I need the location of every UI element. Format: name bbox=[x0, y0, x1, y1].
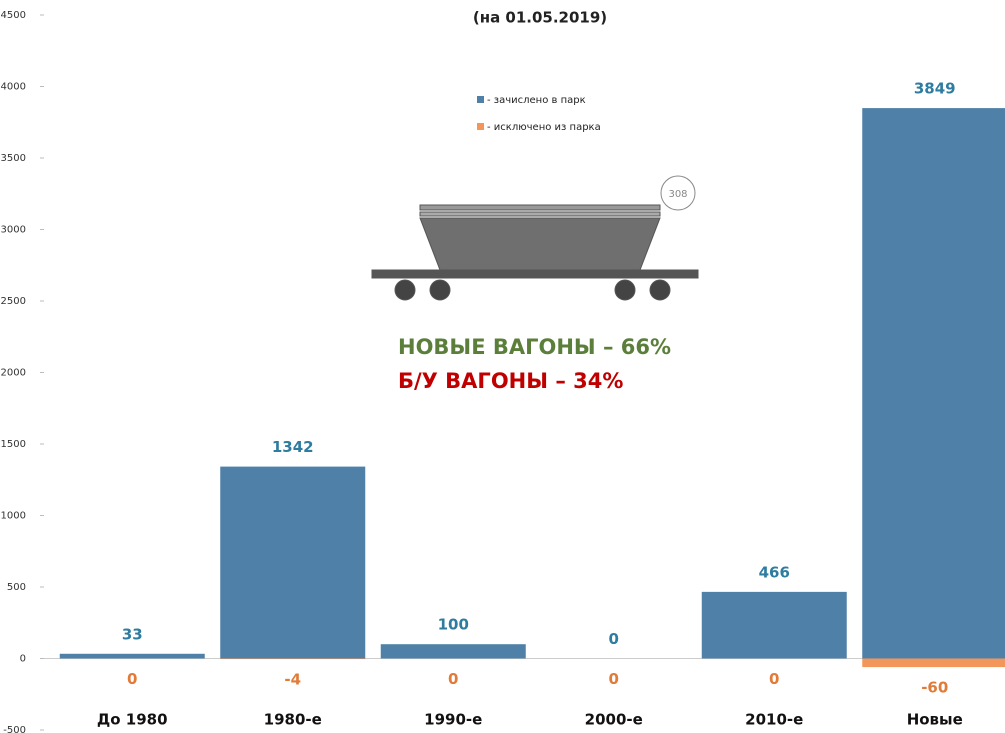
legend-label: - исключено из парка bbox=[487, 122, 601, 133]
legend-swatch bbox=[477, 96, 484, 103]
y-tick-label: 0 bbox=[20, 654, 26, 665]
value-label: 466 bbox=[759, 563, 790, 581]
value-label: 100 bbox=[438, 616, 469, 634]
y-tick-label: 4500 bbox=[1, 10, 26, 21]
x-tick-label: Новые bbox=[907, 711, 963, 729]
x-tick-label: 2010-е bbox=[745, 711, 803, 729]
annotation: Б/У ВАГОНЫ – 34% bbox=[398, 369, 623, 393]
y-tick-label: 2000 bbox=[1, 368, 26, 379]
chart-subtitle: (на 01.05.2019) bbox=[473, 9, 607, 27]
value-label: -60 bbox=[921, 679, 948, 697]
value-label: 0 bbox=[769, 670, 779, 688]
value-label: 3849 bbox=[914, 80, 956, 98]
bar bbox=[220, 658, 366, 660]
legend-swatch bbox=[477, 123, 484, 130]
y-tick-label: 3500 bbox=[1, 153, 26, 164]
wagon-icon bbox=[371, 175, 699, 301]
y-tick-label: 4000 bbox=[1, 82, 26, 93]
y-tick-label: 3000 bbox=[1, 225, 26, 236]
bar bbox=[59, 653, 205, 659]
y-tick-label: 500 bbox=[7, 582, 26, 593]
icon-label: 308 bbox=[668, 189, 687, 200]
x-tick-label: 1990-е bbox=[424, 711, 482, 729]
legend-label: - зачислено в парк bbox=[487, 95, 586, 106]
x-tick-label: 2000-е bbox=[585, 711, 643, 729]
bar bbox=[862, 658, 1005, 668]
y-tick-label: 1500 bbox=[1, 439, 26, 450]
bar bbox=[380, 644, 526, 659]
value-label: 0 bbox=[448, 670, 458, 688]
x-tick-label: 1980-е bbox=[264, 711, 322, 729]
x-tick-label: До 1980 bbox=[97, 711, 168, 729]
bar bbox=[862, 108, 1005, 659]
value-label: 0 bbox=[127, 670, 137, 688]
y-tick-label: 1000 bbox=[1, 511, 26, 522]
bar bbox=[220, 466, 366, 659]
value-label: 1342 bbox=[272, 438, 314, 456]
value-label: 33 bbox=[122, 625, 143, 643]
value-label: -4 bbox=[284, 671, 301, 689]
y-tick-label: -500 bbox=[3, 725, 26, 733]
value-label: 0 bbox=[609, 670, 619, 688]
value-label: 0 bbox=[609, 630, 619, 648]
bar bbox=[701, 591, 847, 659]
annotation: НОВЫЕ ВАГОНЫ – 66% bbox=[398, 335, 671, 359]
y-tick-label: 2500 bbox=[1, 296, 26, 307]
